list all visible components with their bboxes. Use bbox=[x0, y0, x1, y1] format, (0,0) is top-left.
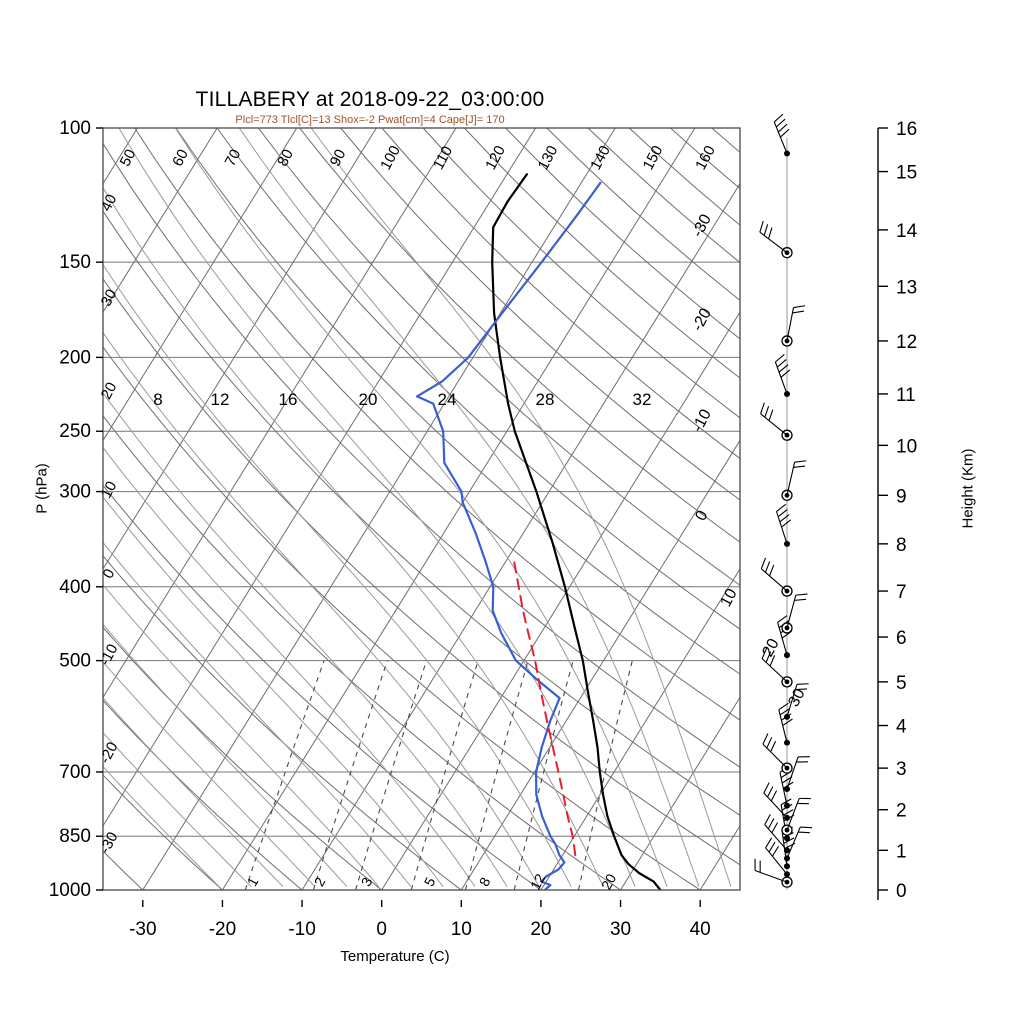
svg-text:16: 16 bbox=[279, 390, 298, 409]
svg-text:700: 700 bbox=[59, 762, 91, 783]
svg-text:5: 5 bbox=[896, 673, 907, 694]
svg-text:32: 32 bbox=[633, 390, 652, 409]
svg-text:13: 13 bbox=[896, 277, 917, 298]
sounding-indices-subtitle: Plcl=773 Tlcl[C]=13 Shox=-2 Pwat[cm]=4 C… bbox=[235, 114, 505, 126]
svg-text:12: 12 bbox=[211, 390, 230, 409]
svg-text:0: 0 bbox=[376, 919, 387, 940]
svg-text:24: 24 bbox=[438, 390, 457, 409]
x-axis-label: Temperature (C) bbox=[340, 948, 450, 965]
svg-text:110: 110 bbox=[430, 143, 456, 172]
page-title: TILLABERY at 2018-09-22_03:00:00 bbox=[195, 88, 545, 111]
svg-text:9: 9 bbox=[896, 486, 907, 507]
svg-text:40: 40 bbox=[98, 192, 121, 215]
svg-text:2: 2 bbox=[896, 801, 907, 822]
svg-text:6: 6 bbox=[896, 628, 907, 649]
svg-text:-10: -10 bbox=[96, 641, 121, 668]
svg-text:-20: -20 bbox=[689, 306, 715, 334]
svg-text:3: 3 bbox=[896, 759, 907, 780]
svg-text:15: 15 bbox=[896, 163, 917, 184]
svg-text:150: 150 bbox=[59, 252, 91, 273]
svg-text:16: 16 bbox=[896, 119, 917, 140]
svg-text:400: 400 bbox=[59, 577, 91, 598]
svg-text:850: 850 bbox=[59, 826, 91, 847]
svg-text:1: 1 bbox=[896, 841, 907, 862]
svg-text:14: 14 bbox=[896, 221, 918, 242]
svg-text:60: 60 bbox=[169, 147, 192, 170]
svg-text:-30: -30 bbox=[689, 212, 715, 240]
svg-text:4: 4 bbox=[896, 717, 907, 738]
svg-text:-10: -10 bbox=[288, 919, 315, 940]
svg-text:8: 8 bbox=[896, 535, 907, 556]
svg-text:10: 10 bbox=[98, 479, 121, 502]
svg-text:50: 50 bbox=[117, 147, 140, 170]
svg-text:100: 100 bbox=[59, 118, 91, 139]
svg-text:0: 0 bbox=[692, 508, 711, 524]
svg-text:-30: -30 bbox=[129, 919, 156, 940]
svg-text:20: 20 bbox=[98, 380, 121, 403]
svg-text:140: 140 bbox=[587, 143, 614, 173]
svg-text:150: 150 bbox=[640, 143, 667, 173]
svg-text:20: 20 bbox=[759, 636, 782, 660]
svg-text:120: 120 bbox=[482, 143, 509, 173]
svg-text:300: 300 bbox=[59, 482, 91, 503]
svg-text:12: 12 bbox=[527, 871, 549, 892]
svg-text:0: 0 bbox=[896, 881, 907, 902]
svg-text:8: 8 bbox=[476, 874, 494, 889]
svg-text:-30: -30 bbox=[96, 829, 121, 856]
svg-text:90: 90 bbox=[327, 147, 350, 170]
svg-text:10: 10 bbox=[896, 436, 917, 457]
svg-text:3: 3 bbox=[358, 874, 376, 889]
svg-text:40: 40 bbox=[690, 919, 711, 940]
svg-text:2: 2 bbox=[311, 874, 329, 889]
svg-text:80: 80 bbox=[274, 147, 297, 170]
svg-text:11: 11 bbox=[896, 385, 916, 406]
svg-text:250: 250 bbox=[59, 421, 91, 442]
svg-text:-20: -20 bbox=[209, 919, 236, 940]
svg-text:8: 8 bbox=[153, 390, 162, 409]
svg-text:30: 30 bbox=[610, 919, 631, 940]
svg-text:10: 10 bbox=[451, 919, 472, 940]
svg-text:200: 200 bbox=[59, 347, 91, 368]
svg-text:500: 500 bbox=[59, 651, 91, 672]
svg-text:20: 20 bbox=[359, 390, 378, 409]
svg-text:70: 70 bbox=[222, 147, 245, 170]
svg-text:100: 100 bbox=[377, 143, 404, 173]
svg-text:130: 130 bbox=[535, 143, 562, 173]
svg-text:-20: -20 bbox=[96, 739, 121, 766]
svg-text:20: 20 bbox=[530, 919, 551, 940]
svg-text:160: 160 bbox=[692, 143, 719, 173]
svg-text:7: 7 bbox=[896, 582, 907, 603]
svg-text:20: 20 bbox=[598, 871, 620, 892]
svg-text:1000: 1000 bbox=[49, 880, 91, 901]
svg-text:30: 30 bbox=[98, 287, 121, 310]
svg-text:12: 12 bbox=[896, 332, 917, 353]
svg-text:28: 28 bbox=[536, 390, 555, 409]
svg-text:10: 10 bbox=[717, 586, 740, 610]
